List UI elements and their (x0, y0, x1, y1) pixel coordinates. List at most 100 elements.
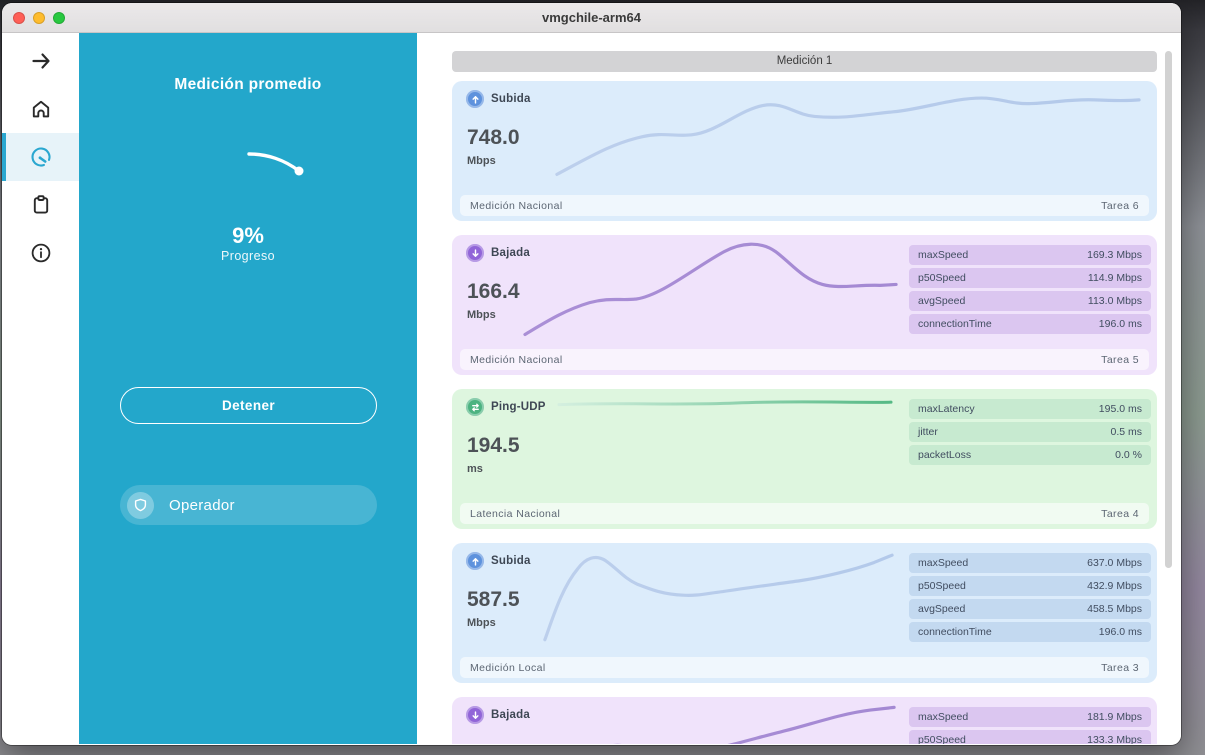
clipboard-icon (33, 195, 48, 214)
stat-label: p50Speed (918, 272, 966, 284)
stat-row: maxSpeed 181.9 Mbps (909, 707, 1151, 727)
results-area: Medición 1 Subida 748.0 Mbps (417, 33, 1181, 744)
arrow-right-icon (31, 53, 50, 69)
footer-task: Tarea 4 (1101, 507, 1139, 520)
stat-label: avgSpeed (918, 295, 966, 307)
sparkline (557, 398, 895, 408)
operator-label: Operador (169, 496, 235, 514)
maximize-button[interactable] (53, 12, 65, 24)
card-footer: Latencia Nacional Tarea 4 (460, 503, 1149, 524)
footer-description: Medición Nacional (470, 353, 563, 366)
stat-row: connectionTime 196.0 ms (909, 314, 1151, 334)
arrow-down-icon (471, 248, 479, 257)
stat-value: 181.9 Mbps (1087, 711, 1142, 723)
app-window: vmgchile-arm64 Medición promedio (2, 3, 1181, 745)
card-value: 171.6 (467, 742, 520, 744)
stat-label: avgSpeed (918, 603, 966, 615)
stat-row: avgSpeed 113.0 Mbps (909, 291, 1151, 311)
stat-row: p50Speed 114.9 Mbps (909, 268, 1151, 288)
stat-value: 113.0 Mbps (1087, 295, 1142, 307)
stat-row: maxSpeed 637.0 Mbps (909, 553, 1151, 573)
stat-row: p50Speed 133.3 Mbps (909, 730, 1151, 744)
stat-label: maxSpeed (918, 557, 969, 569)
section-header: Medición 1 (452, 51, 1157, 72)
window-titlebar: vmgchile-arm64 (2, 3, 1181, 33)
home-icon (32, 100, 49, 118)
card-label: Ping-UDP (491, 401, 546, 413)
stats-table: maxLatency 195.0 ms jitter 0.5 ms packet… (909, 399, 1151, 468)
stat-label: jitter (918, 426, 938, 438)
card-unit: Mbps (467, 155, 496, 167)
card-label: Subida (491, 93, 531, 105)
stat-row: avgSpeed 458.5 Mbps (909, 599, 1151, 619)
sparkline (520, 239, 908, 339)
card-value: 587.5 (467, 588, 520, 611)
info-icon (31, 243, 50, 263)
stat-value: 0.0 % (1115, 449, 1142, 461)
operator-button[interactable]: Operador (120, 485, 377, 525)
sparkline (520, 701, 908, 744)
card-label: Bajada (491, 709, 530, 721)
stat-label: maxLatency (918, 403, 975, 415)
sidebar-item-info[interactable] (2, 229, 79, 277)
stat-value: 432.9 Mbps (1087, 580, 1142, 592)
card-unit: Mbps (467, 309, 496, 321)
minimize-button[interactable] (33, 12, 45, 24)
progress-caption: Progreso (221, 249, 275, 263)
stop-button[interactable]: Detener (120, 387, 377, 424)
swap-arrows-icon (471, 403, 479, 411)
card-value: 166.4 (467, 280, 520, 303)
stat-label: p50Speed (918, 734, 966, 744)
card-unit: Mbps (467, 617, 496, 629)
progress-gauge (247, 152, 304, 176)
stat-row: jitter 0.5 ms (909, 422, 1151, 442)
measurement-card: Subida 587.5 Mbps maxSpeed 637.0 Mbps p5… (452, 543, 1157, 683)
card-footer: Medición Local Tarea 3 (460, 657, 1149, 678)
stat-label: packetLoss (918, 449, 972, 461)
stat-row: packetLoss 0.0 % (909, 445, 1151, 465)
stat-value: 0.5 ms (1110, 426, 1142, 438)
card-label: Bajada (491, 247, 530, 259)
panel-title: Medición promedio (174, 76, 322, 93)
stat-value: 114.9 Mbps (1087, 272, 1142, 284)
window-title: vmgchile-arm64 (542, 10, 641, 25)
operator-shield-icon (127, 491, 154, 519)
arrow-up-icon (471, 95, 479, 104)
stat-row: maxLatency 195.0 ms (909, 399, 1151, 419)
stat-label: connectionTime (918, 318, 992, 330)
sidebar-item-home[interactable] (2, 85, 79, 133)
card-value: 748.0 (467, 126, 520, 149)
stat-value: 195.0 ms (1098, 403, 1142, 415)
sidebar-item-expand[interactable] (2, 37, 79, 85)
scrollbar-thumb[interactable] (1165, 51, 1172, 568)
footer-description: Medición Local (470, 661, 546, 674)
stat-row: p50Speed 432.9 Mbps (909, 576, 1151, 596)
stat-label: p50Speed (918, 580, 966, 592)
sidebar-item-reports[interactable] (2, 181, 79, 229)
measurement-card: Subida 748.0 Mbps Medición Nacional Tare… (452, 81, 1157, 221)
stats-table: maxSpeed 181.9 Mbps p50Speed 133.3 Mbps (909, 707, 1151, 744)
stat-value: 637.0 Mbps (1087, 557, 1142, 569)
stats-table: maxSpeed 169.3 Mbps p50Speed 114.9 Mbps … (909, 245, 1151, 337)
speedometer-icon (30, 147, 51, 167)
stat-label: maxSpeed (918, 249, 969, 261)
arrow-down-icon (471, 710, 479, 719)
sidebar-item-speedtest[interactable] (2, 133, 79, 181)
measurement-card: Ping-UDP 194.5 ms maxLatency 195.0 ms ji… (452, 389, 1157, 529)
footer-task: Tarea 6 (1101, 199, 1139, 212)
stat-value: 458.5 Mbps (1087, 603, 1142, 615)
stats-table: maxSpeed 637.0 Mbps p50Speed 432.9 Mbps … (909, 553, 1151, 645)
card-label: Subida (491, 555, 531, 567)
measurement-card: Bajada 166.4 Mbps maxSpeed 169.3 Mbps p5… (452, 235, 1157, 375)
close-button[interactable] (13, 12, 25, 24)
footer-description: Medición Nacional (470, 199, 563, 212)
sidebar (2, 33, 79, 744)
stat-value: 196.0 ms (1098, 318, 1142, 330)
measurement-panel: Medición promedio 9% Progreso Detener Op… (79, 33, 417, 744)
window-controls (13, 12, 65, 24)
stat-value: 169.3 Mbps (1087, 249, 1142, 261)
stat-label: connectionTime (918, 626, 992, 638)
arrow-up-icon (471, 557, 479, 566)
progress-percent: 9% (232, 223, 264, 248)
stat-value: 133.3 Mbps (1087, 734, 1142, 744)
